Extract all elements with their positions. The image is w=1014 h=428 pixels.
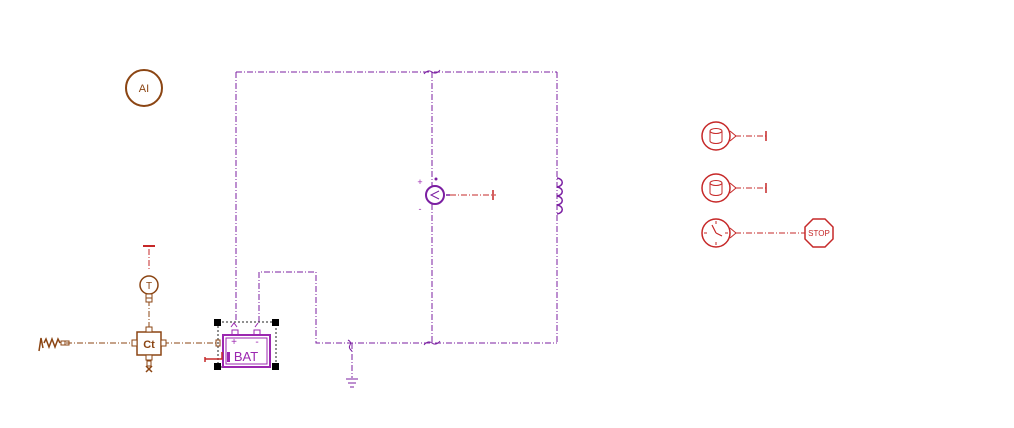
thermal-port-label: Ct — [143, 339, 155, 351]
battery-plus: + — [231, 337, 237, 348]
wire-junctions — [347, 69, 441, 352]
ground[interactable] — [346, 378, 358, 388]
stop-block[interactable]: STOP — [804, 218, 834, 248]
temperature-sensor[interactable]: T — [139, 245, 159, 303]
selection-handles[interactable] — [214, 319, 279, 370]
battery-label: BAT — [234, 349, 258, 364]
battery-minus: - — [255, 337, 258, 348]
wire-battery-minus[interactable] — [258, 271, 557, 344]
clock-icon — [701, 218, 737, 248]
database-icon — [701, 121, 767, 151]
thermal-resistor-icon — [38, 336, 70, 352]
data-store-1[interactable] — [701, 121, 767, 151]
thermal-port-icon — [131, 326, 167, 373]
ground-icon — [346, 378, 358, 388]
temperature-sensor-label: T — [146, 281, 152, 292]
voltage-sensor-icon — [425, 177, 450, 205]
battery[interactable]: + - BAT — [204, 319, 279, 370]
voltage-sensor-minus: - — [419, 204, 422, 214]
stop-sign-icon — [804, 218, 834, 248]
data-store-2[interactable] — [701, 173, 767, 203]
thermal-wires — [66, 300, 216, 344]
signal-wires — [148, 135, 805, 270]
inductor[interactable] — [556, 177, 563, 215]
inductor-icon — [556, 177, 563, 215]
voltage-sensor[interactable]: + - — [417, 177, 494, 214]
thermal-port[interactable]: Ct — [131, 326, 167, 373]
battery-icon — [204, 322, 271, 368]
clock[interactable] — [701, 218, 737, 248]
voltage-sensor-plus: + — [417, 177, 422, 187]
ai-block-label: AI — [139, 83, 149, 95]
stop-block-label: STOP — [808, 229, 830, 238]
thermal-source[interactable] — [38, 336, 70, 352]
database-icon — [701, 173, 767, 203]
temperature-sensor-icon — [139, 245, 159, 303]
ai-block[interactable]: AI — [125, 69, 163, 107]
ai-block-icon — [125, 69, 163, 107]
electrical-wires — [235, 71, 558, 378]
